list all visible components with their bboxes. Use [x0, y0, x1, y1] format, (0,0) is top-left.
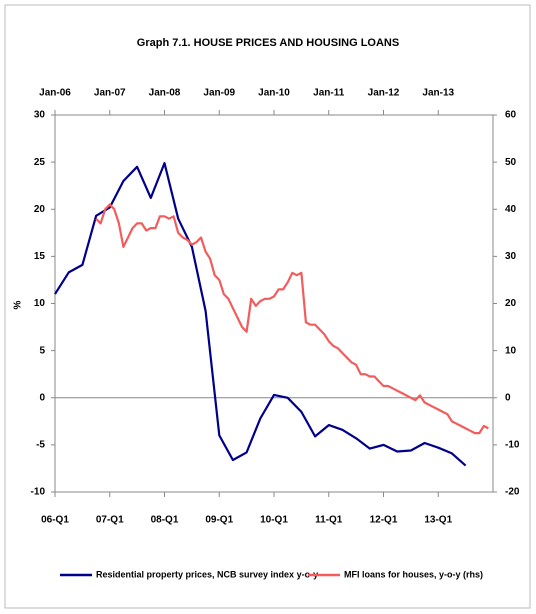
- x2-tick-label: Jan-11: [313, 88, 345, 99]
- x-tick-label: 07-Q1: [96, 515, 124, 526]
- y-axis-label: %: [13, 300, 24, 309]
- y-tick-label: 15: [34, 251, 46, 262]
- y-tick-label: 20: [34, 204, 46, 215]
- y2-tick-label: -10: [505, 440, 520, 451]
- y2-tick-label: 10: [505, 345, 517, 356]
- x-tick-label: 09-Q1: [205, 515, 233, 526]
- chart-frame: [4, 4, 531, 609]
- y-tick-label: 10: [34, 298, 46, 309]
- x2-tick-label: Jan-07: [94, 88, 126, 99]
- x2-tick-label: Jan-09: [203, 88, 235, 99]
- legend-label: Residential property prices, NCB survey …: [96, 569, 318, 579]
- x2-tick-label: Jan-10: [258, 88, 290, 99]
- y-tick-label: 0: [39, 392, 45, 403]
- y-tick-label: 25: [34, 157, 46, 168]
- legend-label: MFI loans for houses, y-o-y (rhs): [344, 569, 483, 579]
- series-line: [95, 203, 489, 435]
- x-tick-label: 06-Q1: [41, 515, 69, 526]
- y-tick-label: -5: [36, 440, 45, 451]
- y2-tick-label: 60: [505, 110, 517, 121]
- x2-tick-label: Jan-12: [368, 88, 400, 99]
- series-line: [54, 162, 467, 467]
- chart-title: Graph 7.1. HOUSE PRICES AND HOUSING LOAN…: [137, 37, 399, 49]
- y-tick-label: 5: [39, 345, 45, 356]
- y2-tick-label: 40: [505, 204, 517, 215]
- y-tick-label: 30: [34, 110, 46, 121]
- y2-tick-label: 50: [505, 157, 517, 168]
- x2-tick-label: Jan-13: [422, 88, 454, 99]
- y2-tick-label: 0: [505, 392, 511, 403]
- y2-tick-label: 20: [505, 298, 517, 309]
- x-tick-label: 10-Q1: [260, 515, 288, 526]
- x2-tick-label: Jan-08: [149, 88, 181, 99]
- x2-tick-label: Jan-06: [39, 88, 71, 99]
- x-tick-label: 08-Q1: [151, 515, 179, 526]
- y-tick-label: -10: [31, 487, 46, 498]
- x-tick-label: 12-Q1: [370, 515, 398, 526]
- y2-tick-label: 30: [505, 251, 517, 262]
- y2-tick-label: -20: [505, 487, 520, 498]
- x-tick-label: 11-Q1: [315, 515, 343, 526]
- x-tick-label: 13-Q1: [424, 515, 452, 526]
